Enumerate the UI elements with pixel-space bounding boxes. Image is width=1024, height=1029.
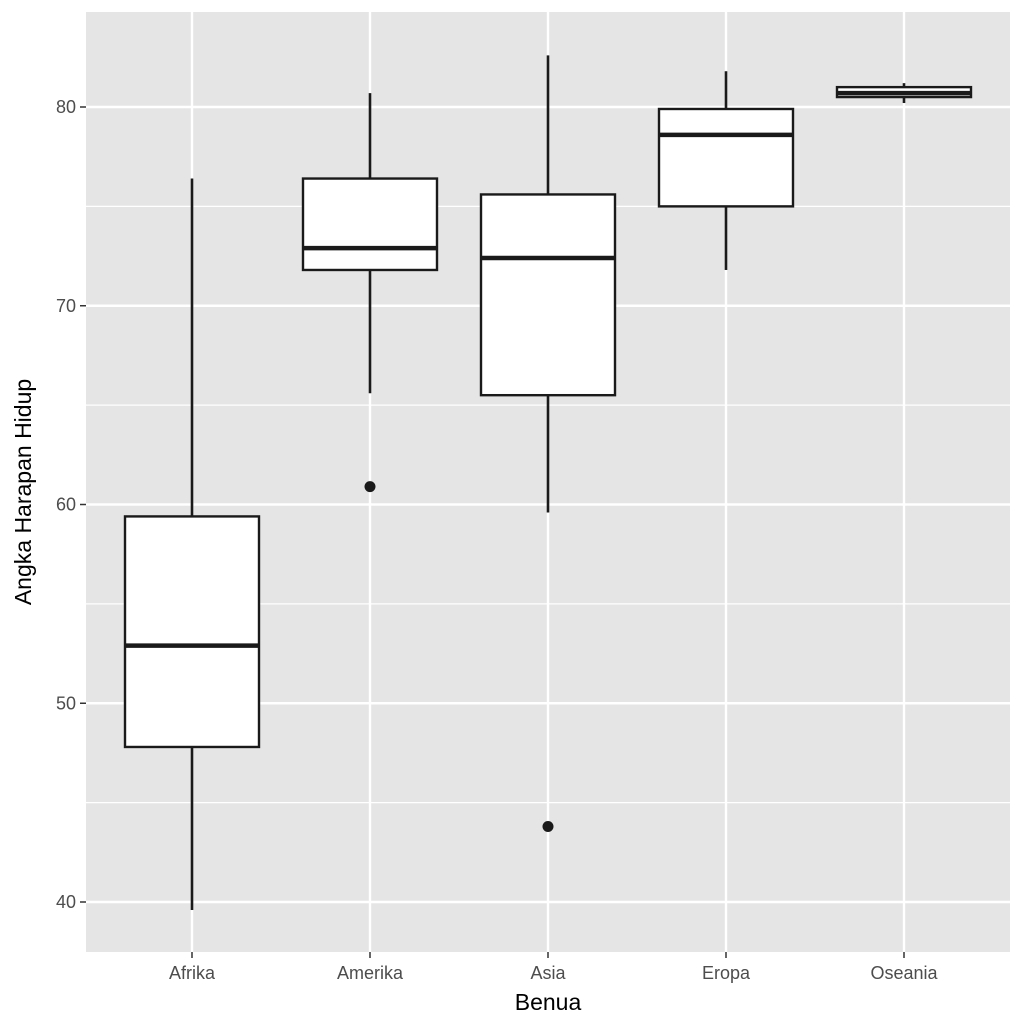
x-tick-label: Afrika [169,963,216,983]
iqr-box [657,107,795,208]
y-axis-title: Angka Harapan Hidup [10,379,36,605]
y-tick-label: 60 [56,495,76,515]
box-asia [479,55,617,832]
box-afrika [123,178,261,910]
iqr-box [479,193,617,397]
iqr-box [301,177,439,272]
y-tick-label: 40 [56,892,76,912]
x-tick-label: Amerika [337,963,404,983]
y-tick-label: 50 [56,693,76,713]
outlier-point [542,820,554,832]
y-tick-label: 70 [56,296,76,316]
y-tick-label: 80 [56,97,76,117]
x-axis-title: Benua [515,989,582,1015]
x-tick-label: Eropa [702,963,751,983]
boxes [123,55,973,910]
box-eropa [657,71,795,270]
x-tick-label: Oseania [870,963,938,983]
axis-ticks: 40 50 60 70 80 Afrika Amerika Asia Eropa Oseania [56,97,939,983]
iqr-box [123,515,261,749]
box-amerika [301,93,439,493]
outlier-point [364,481,376,493]
x-tick-label: Asia [530,963,566,983]
box-oseania [835,83,973,104]
